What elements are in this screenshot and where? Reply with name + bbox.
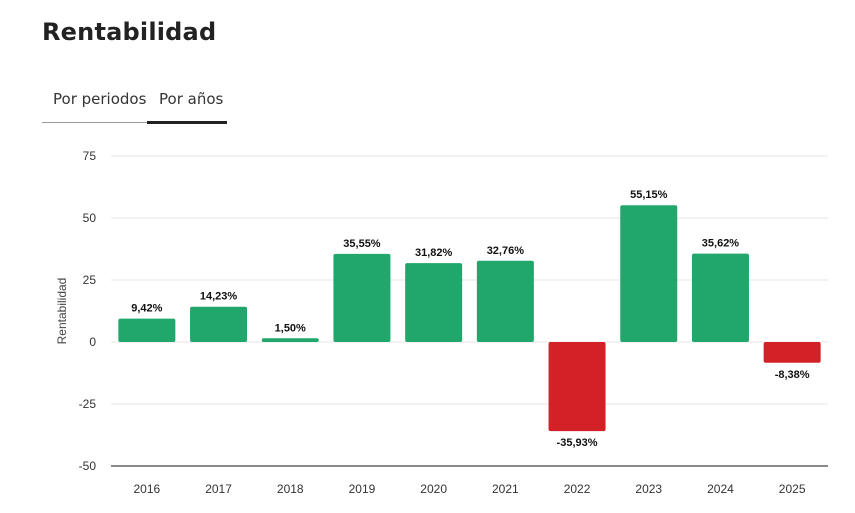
y-tick-label: 25 <box>83 273 97 287</box>
data-label-2022: -35,93% <box>557 437 598 449</box>
data-label-2016: 9,42% <box>131 303 162 315</box>
bar-2022[interactable] <box>548 342 606 432</box>
active-tab-indicator <box>147 121 227 124</box>
bar-2023[interactable] <box>620 205 678 342</box>
data-label-2023: 55,15% <box>630 189 668 201</box>
bar-2020[interactable] <box>405 263 463 342</box>
bar-2018[interactable] <box>261 338 319 342</box>
x-tick-label: 2016 <box>133 482 160 496</box>
y-axis-ticks: 75 50 25 0 -25 -50 <box>79 149 97 473</box>
x-tick-label: 2024 <box>707 482 734 496</box>
x-tick-label: 2019 <box>349 482 376 496</box>
x-tick-label: 2021 <box>492 482 519 496</box>
data-label-2018: 1,50% <box>275 322 306 334</box>
bars <box>118 205 821 432</box>
bar-2025[interactable] <box>763 342 821 363</box>
data-labels: 9,42% 14,23% 1,50% 35,55% 31,82% 32,76% -35,93… <box>131 189 810 449</box>
bar-2021[interactable] <box>476 260 534 342</box>
x-tick-label: 2018 <box>277 482 304 496</box>
data-label-2021: 32,76% <box>487 245 525 257</box>
bar-2024[interactable] <box>691 253 749 342</box>
tab-por-anos[interactable]: Por años <box>159 90 224 108</box>
data-label-2017: 14,23% <box>200 291 238 303</box>
data-label-2019: 35,55% <box>343 238 381 250</box>
page-title: Rentabilidad <box>42 18 217 46</box>
bar-2016[interactable] <box>118 318 176 342</box>
x-tick-label: 2023 <box>635 482 662 496</box>
x-tick-label: 2020 <box>420 482 447 496</box>
bar-2019[interactable] <box>333 253 391 342</box>
x-tick-label: 2025 <box>779 482 806 496</box>
y-axis-label: Rentabilidad <box>55 278 69 345</box>
y-tick-label: 75 <box>83 149 97 163</box>
bar-2017[interactable] <box>190 306 248 342</box>
data-label-2024: 35,62% <box>702 238 740 250</box>
data-label-2025: -8,38% <box>775 369 810 381</box>
y-tick-label: -25 <box>79 397 97 411</box>
data-label-2020: 31,82% <box>415 247 453 259</box>
tab-por-periodos[interactable]: Por periodos <box>53 90 147 108</box>
x-tick-label: 2017 <box>205 482 232 496</box>
x-axis-ticks: 2016 2017 2018 2019 2020 2021 2022 2023 2024 2025 <box>133 482 805 496</box>
y-tick-label: -50 <box>79 459 97 473</box>
y-tick-label: 0 <box>89 335 96 349</box>
x-tick-label: 2022 <box>564 482 591 496</box>
tab-bar: Por periodos Por años <box>42 82 227 124</box>
y-tick-label: 50 <box>83 211 97 225</box>
